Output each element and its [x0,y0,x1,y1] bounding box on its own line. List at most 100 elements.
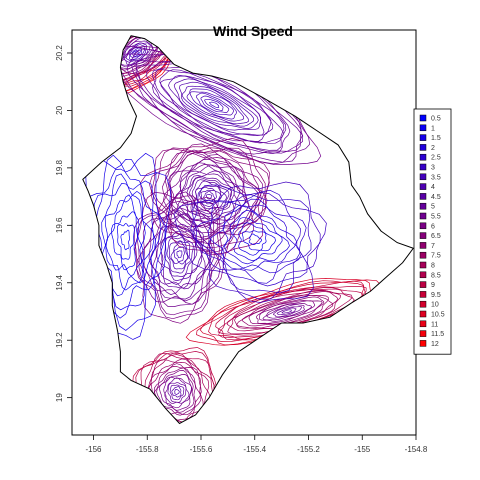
contour-east [191,194,312,294]
y-tick-label: 19.2 [55,332,64,348]
contour-southeast [276,307,297,316]
x-axis: -156 -155.8 -155.6 -155.4 -155.2 -155 -154.8 [85,435,428,454]
legend-swatch [419,222,427,230]
legend-label: 0.5 [431,116,441,123]
contour-northeast [173,78,259,129]
legend-label: 12 [431,341,439,348]
contour-west [105,194,144,277]
legend-label: 2.5 [431,155,441,162]
contour-mauna-loa [142,207,215,307]
contour-northeast [159,69,272,136]
x-tick-label: -155 [354,445,371,454]
legend: 0.511.522.533.544.555.566.577.588.599.51… [413,108,452,355]
legend-swatch [419,300,427,308]
contour-kohala [125,44,146,61]
x-tick-label: -155.4 [243,445,266,454]
legend-swatch [419,261,427,269]
contour-south-point [156,370,195,413]
contour-east [208,198,302,274]
contour-southeast [272,306,303,318]
contour-southeast [266,304,305,319]
contour-northeast [168,75,262,131]
legend-label: 10 [431,302,439,309]
contour-northeast [152,66,285,144]
legend-label: 5.5 [431,214,441,221]
legend-label: 10.5 [431,312,445,319]
contour-east [173,181,321,303]
contour-kohala [123,42,151,66]
legend-swatch [419,291,427,298]
contour-east [248,233,263,246]
contour-east [241,230,267,251]
legend-swatch [419,124,427,132]
contour-mauna-kea [176,162,248,228]
legend-swatch [419,173,427,181]
legend-label: 3.5 [431,174,441,181]
legend-label: 9.5 [431,292,441,299]
contour-mauna-kea [206,194,212,200]
contour-mauna-loa [151,209,212,295]
island-coastline [82,35,415,425]
legend-label: 2 [431,145,435,152]
contour-mauna-kea [165,149,262,241]
contour-mauna-loa [134,191,231,324]
contour-mauna-loa [163,233,196,277]
contour-mauna-loa [176,250,183,259]
legend-label: 8 [431,263,435,270]
contour-mauna-kea [189,177,232,217]
contour-mauna-loa [173,246,185,263]
legend-swatch [419,320,427,328]
contour-northeast [200,95,230,113]
legend-swatch [419,281,427,288]
legend-swatch [419,340,427,347]
legend-swatch [419,251,427,259]
contour-mauna-loa [148,213,212,300]
legend-swatch [419,202,427,210]
contour-southeast [281,309,292,314]
contour-west [120,229,131,251]
contour-mauna-kea [195,185,222,210]
contour-mauna-loa [160,223,204,285]
x-tick-label: -154.8 [405,445,428,454]
legend-label: 11.5 [431,331,444,338]
contour-mauna-kea [162,151,263,245]
contour-south-point [159,374,193,411]
contour-northeast [189,91,237,120]
contour-east [193,189,308,287]
contour-kohala [132,49,141,57]
contour-mauna-kea [193,180,227,212]
contour-northeast [196,92,234,116]
contour-mauna-loa [150,212,206,290]
contour-northeast [204,99,224,111]
legend-label: 1 [431,125,435,132]
contour-northeast [116,46,311,165]
contour-mauna-loa [133,196,223,320]
contour-southeast [248,296,325,325]
contour-south-point [132,347,217,424]
x-tick-label: -155.8 [136,445,159,454]
contour-mauna-loa [166,237,194,274]
legend-swatch [419,212,427,220]
legend-label: 8.5 [431,272,441,279]
contour-east [232,216,283,262]
contour-northeast [135,54,304,154]
contour-kohala [129,47,143,58]
legend-label: 9 [431,282,435,289]
legend-swatch [419,144,427,151]
y-tick-label: 19.8 [55,160,64,176]
y-tick-label: 20.2 [55,45,64,61]
contour-mauna-kea [168,152,259,238]
contour-east [207,200,307,284]
contour-southeast [262,303,312,321]
contour-south-point [163,376,192,409]
legend-swatch [419,114,427,122]
contour-west [101,190,146,291]
legend-label: 7.5 [431,253,441,260]
contour-northeast [186,88,245,122]
legend-swatch [419,232,427,239]
contour-west [111,211,138,271]
x-tick-label: -155.2 [297,445,320,454]
contour-mauna-kea [191,179,230,215]
y-tick-label: 19.4 [55,274,64,290]
